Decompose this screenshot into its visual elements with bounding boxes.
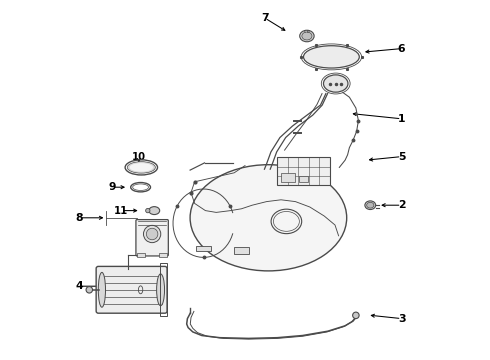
Ellipse shape: [190, 165, 347, 271]
FancyBboxPatch shape: [277, 157, 330, 185]
Text: 2: 2: [398, 200, 405, 210]
Ellipse shape: [323, 75, 348, 92]
Ellipse shape: [353, 312, 359, 319]
Ellipse shape: [127, 162, 155, 173]
FancyBboxPatch shape: [159, 253, 167, 257]
Ellipse shape: [303, 46, 359, 68]
Ellipse shape: [365, 201, 376, 210]
Text: 11: 11: [114, 206, 128, 216]
Text: 5: 5: [398, 152, 405, 162]
FancyBboxPatch shape: [96, 266, 167, 313]
Text: 1: 1: [398, 114, 405, 124]
Text: 8: 8: [75, 213, 83, 223]
Ellipse shape: [86, 287, 93, 293]
FancyBboxPatch shape: [137, 253, 145, 257]
Ellipse shape: [146, 208, 150, 213]
Text: 10: 10: [132, 152, 146, 162]
Ellipse shape: [157, 274, 165, 306]
FancyBboxPatch shape: [299, 176, 308, 182]
Text: 4: 4: [75, 281, 83, 291]
FancyBboxPatch shape: [136, 220, 169, 256]
Ellipse shape: [147, 228, 158, 240]
Text: 9: 9: [108, 182, 116, 192]
Ellipse shape: [98, 273, 105, 307]
Ellipse shape: [149, 207, 160, 215]
Text: 6: 6: [398, 44, 405, 54]
FancyBboxPatch shape: [196, 246, 211, 251]
FancyBboxPatch shape: [281, 173, 295, 182]
Text: 3: 3: [398, 314, 405, 324]
FancyBboxPatch shape: [234, 247, 248, 254]
Ellipse shape: [300, 30, 314, 42]
Ellipse shape: [367, 202, 374, 208]
Ellipse shape: [130, 163, 153, 172]
Ellipse shape: [144, 225, 161, 243]
Ellipse shape: [302, 32, 312, 40]
Text: 7: 7: [261, 13, 269, 23]
